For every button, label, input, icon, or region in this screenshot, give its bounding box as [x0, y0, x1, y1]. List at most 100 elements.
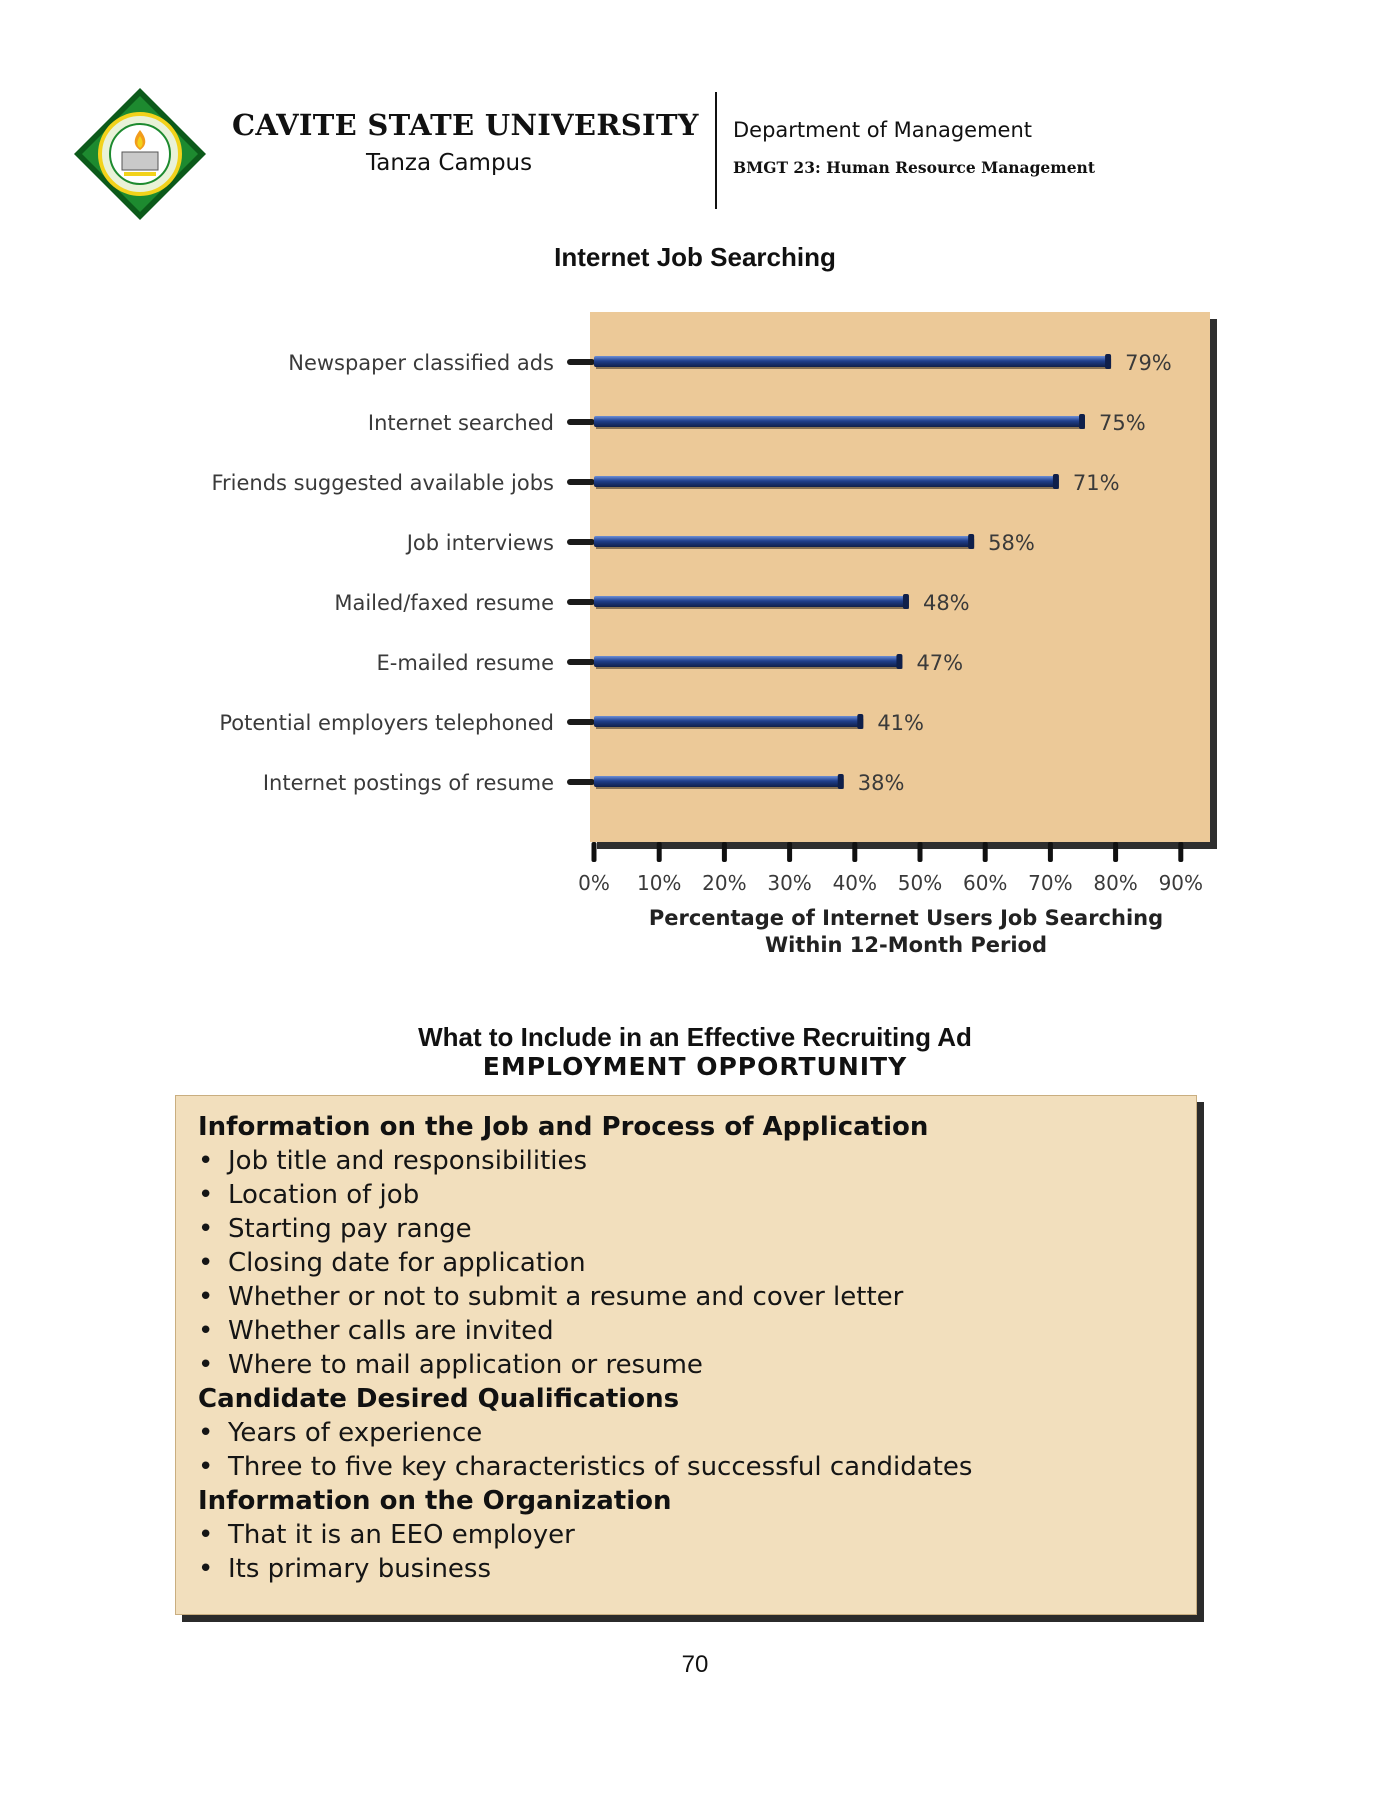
value-label: 79% [1125, 351, 1172, 375]
ad-list-item: • Three to five key characteristics of su… [198, 1450, 1184, 1484]
university-seal-logo [72, 86, 208, 222]
ad-list-item: • Location of job [198, 1178, 1184, 1212]
x-axis-tick-mark [787, 842, 793, 862]
bar-2 [594, 416, 1083, 427]
ad-list-item-text: Its primary business [228, 1554, 492, 1584]
bar-end-cap [857, 714, 864, 729]
x-tick-label: 30% [767, 871, 811, 895]
category-label: Friends suggested available jobs [211, 471, 554, 495]
category-label: Potential employers telephoned [219, 711, 554, 735]
ad-list-item-text: Closing date for application [228, 1248, 586, 1278]
ad-list-item-text: Whether calls are invited [228, 1316, 554, 1346]
ad-list-item-text: That it is an EEO employer [228, 1520, 575, 1550]
category-tick [567, 659, 595, 665]
recruiting-ad-box: Information on the Job and Process of Ap… [175, 1095, 1197, 1615]
ad-list-item-text: Whether or not to submit a resume and co… [228, 1282, 904, 1312]
value-label: 48% [923, 591, 970, 615]
chart-section-title: Internet Job Searching [554, 242, 836, 272]
value-label: 38% [858, 771, 905, 795]
x-tick-label: 40% [833, 871, 877, 895]
bullet-icon: • [198, 1146, 214, 1176]
x-axis-tick-mark [982, 842, 988, 862]
ad-group-heading: Information on the Job and Process of Ap… [198, 1112, 929, 1142]
bullet-icon: • [198, 1214, 214, 1244]
x-tick-label: 80% [1093, 871, 1137, 895]
bar-8 [594, 776, 842, 787]
x-axis-tick-mark [656, 842, 662, 862]
university-name: CAVITE STATE UNIVERSITY [232, 108, 699, 142]
x-tick-label: 70% [1028, 871, 1072, 895]
category-label: Job interviews [405, 531, 554, 555]
page-number: 70 [681, 1651, 709, 1678]
value-label: 41% [877, 711, 924, 735]
bar-6 [594, 656, 901, 667]
ad-list-item-text: Three to five key characteristics of suc… [228, 1452, 973, 1482]
ad-list-item: • Where to mail application or resume [198, 1348, 1184, 1382]
bar-5 [594, 596, 907, 607]
category-label: Internet searched [368, 411, 554, 435]
ad-list-item: • Job title and responsibilities [198, 1144, 1184, 1178]
x-tick-label: 20% [702, 871, 746, 895]
ad-group-heading: Candidate Desired Qualifications [198, 1384, 680, 1414]
bullet-icon: • [198, 1418, 214, 1448]
x-axis-tick-mark [1047, 842, 1053, 862]
x-tick-label: 50% [898, 871, 942, 895]
category-label: E-mailed resume [377, 651, 555, 675]
bullet-icon: • [198, 1520, 214, 1550]
bar-1 [594, 356, 1110, 367]
bar-end-cap [896, 654, 903, 669]
chart-plot-panel [590, 312, 1210, 842]
bullet-icon: • [198, 1452, 214, 1482]
bullet-icon: • [198, 1350, 214, 1380]
value-label: 58% [988, 531, 1035, 555]
x-axis-label: Percentage of Internet Users Job Searchi… [649, 906, 1163, 930]
category-tick [567, 779, 595, 785]
ad-list-item: • That it is an EEO employer [198, 1518, 1184, 1552]
ad-subtitle: EMPLOYMENT OPPORTUNITY [482, 1052, 908, 1081]
bullet-icon: • [198, 1554, 214, 1584]
x-tick-label: 0% [578, 871, 610, 895]
bullet-icon: • [198, 1316, 214, 1346]
internet-job-search-chart: Newspaper classified ads 79% Internet sear… [0, 300, 1390, 985]
campus-name: Tanza Campus [366, 150, 533, 176]
x-tick-label: 90% [1159, 871, 1203, 895]
recruiting-ad-content: Information on the Job and Process of Ap… [198, 1110, 1184, 1586]
ad-list-item: • Starting pay range [198, 1212, 1184, 1246]
category-tick [567, 419, 595, 425]
category-tick [567, 359, 595, 365]
bar-end-cap [1105, 354, 1112, 369]
category-tick [567, 719, 595, 725]
ad-section-title: What to Include in an Effective Recruiti… [418, 1022, 972, 1052]
ad-list-item-text: Where to mail application or resume [228, 1350, 703, 1380]
category-label: Newspaper classified ads [288, 351, 554, 375]
x-axis-tick-mark [1178, 842, 1184, 862]
category-label: Mailed/faxed resume [334, 591, 554, 615]
ad-list-item: • Years of experience [198, 1416, 1184, 1450]
bullet-icon: • [198, 1180, 214, 1210]
ad-list-item: • Closing date for application [198, 1246, 1184, 1280]
department-name: Department of Management [733, 118, 1033, 142]
course-title: BMGT 23: Human Resource Management [733, 158, 1095, 177]
bar-end-cap [1052, 474, 1059, 489]
value-label: 47% [916, 651, 963, 675]
category-tick [567, 539, 595, 545]
bar-4 [594, 536, 973, 547]
x-axis-tick-mark [1113, 842, 1119, 862]
value-label: 75% [1099, 411, 1146, 435]
x-axis-tick-mark [852, 842, 858, 862]
x-tick-label: 60% [963, 871, 1007, 895]
category-tick [567, 599, 595, 605]
ad-list-item-text: Location of job [228, 1180, 420, 1210]
header-divider [715, 92, 717, 209]
ad-list-item: • Whether or not to submit a resume and c… [198, 1280, 1184, 1314]
bullet-icon: • [198, 1282, 214, 1312]
ad-group-heading: Information on the Organization [198, 1486, 672, 1516]
x-axis-tick-mark [721, 842, 727, 862]
bullet-icon: • [198, 1248, 214, 1278]
x-axis-tick-mark [917, 842, 923, 862]
x-tick-label: 10% [637, 871, 681, 895]
ad-list-item: • Whether calls are invited [198, 1314, 1184, 1348]
bar-7 [594, 716, 862, 727]
bar-end-cap [1079, 414, 1085, 429]
value-label: 71% [1073, 471, 1120, 495]
